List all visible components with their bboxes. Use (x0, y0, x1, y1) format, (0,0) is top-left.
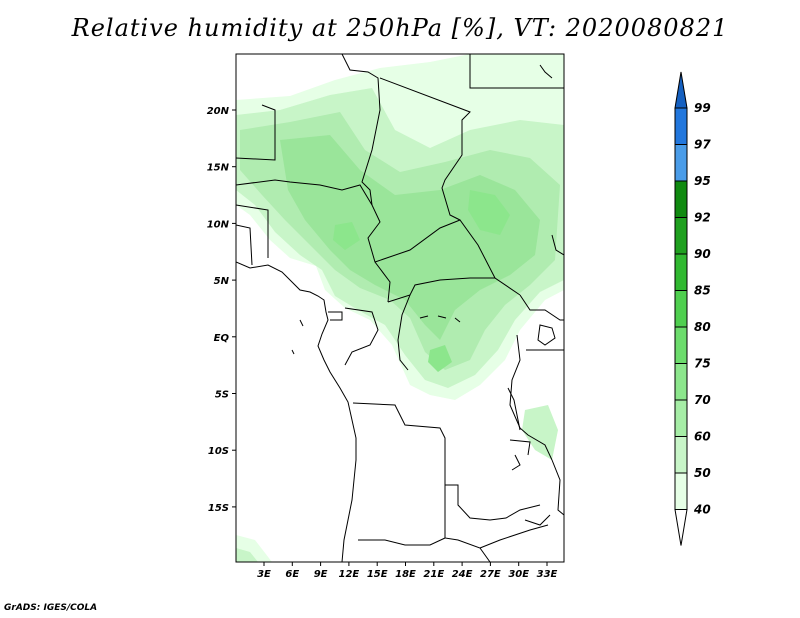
colorbar-label: 50 (694, 466, 711, 480)
lat-tick-label: 20N (207, 106, 230, 117)
lon-tick-label: 15E (367, 569, 388, 580)
lon-tick-label: 33E (537, 569, 558, 580)
colorbar-label: 75 (694, 357, 711, 371)
colorbar-upper-arrow (674, 71, 688, 109)
colorbar: 40 50 60 70 75 80 85 90 92 95 97 99 (674, 71, 711, 546)
lon-tick-label: 30E (508, 569, 529, 580)
colorbar-lower-arrow (674, 509, 688, 546)
colorbar-segment (674, 217, 688, 255)
lat-tick-label: 10N (207, 219, 230, 230)
colorbar-label: 92 (694, 211, 711, 225)
lon-tick-label: 6E (285, 569, 299, 580)
lon-tick-label: 9E (314, 569, 328, 580)
lon-tick-label: 3E (257, 569, 271, 580)
country-borders (236, 54, 564, 562)
lon-tick-label: 21E (423, 569, 444, 580)
lon-tick-label: 12E (339, 569, 360, 580)
colorbar-segment (674, 107, 688, 145)
lat-tick-label: EQ (214, 333, 230, 344)
longitude-ticks: 3E 6E 9E 12E 15E 18E 21E 24E 27E 30E 33E (257, 562, 558, 580)
lat-tick-label: 15N (207, 163, 230, 174)
colorbar-label: 85 (694, 284, 711, 298)
colorbar-segment (674, 144, 688, 182)
colorbar-label: 60 (694, 430, 711, 444)
lon-tick-label: 27E (480, 569, 501, 580)
map-frame (235, 53, 565, 563)
colorbar-segment (674, 290, 688, 328)
humidity-shading (236, 54, 564, 562)
colorbar-label: 97 (694, 138, 711, 152)
colorbar-segment (674, 180, 688, 218)
colorbar-segment (674, 436, 688, 474)
lat-tick-label: 15S (208, 503, 229, 514)
lat-tick-label: 10S (208, 446, 229, 457)
lon-tick-label: 18E (395, 569, 416, 580)
grads-credit: GrADS: IGES/COLA (4, 603, 98, 613)
colorbar-label: 90 (694, 247, 711, 261)
colorbar-label: 95 (694, 174, 711, 188)
colorbar-segment (674, 326, 688, 364)
colorbar-label: 99 (694, 101, 711, 115)
colorbar-label: 40 (693, 503, 711, 517)
colorbar-label: 80 (694, 320, 711, 334)
lat-tick-label: 5S (215, 390, 229, 401)
colorbar-segment (674, 363, 688, 401)
latitude-ticks: 20N 15N 10N 5N EQ 5S 10S 15S (207, 106, 236, 514)
lat-tick-label: 5N (214, 276, 230, 287)
map-title: Relative humidity at 250hPa [%], VT: 202… (71, 14, 729, 42)
colorbar-segment (674, 253, 688, 291)
colorbar-segment (674, 472, 688, 510)
lon-tick-label: 24E (452, 569, 473, 580)
colorbar-label: 70 (694, 393, 711, 407)
colorbar-segment (674, 399, 688, 437)
